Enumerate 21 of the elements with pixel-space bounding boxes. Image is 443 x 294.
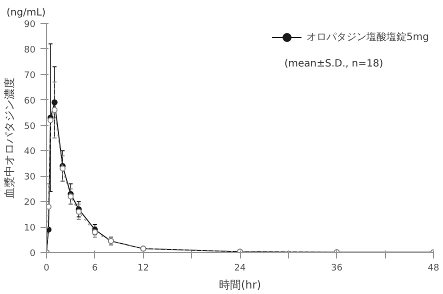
legend-label: オロパタジン塩酸塩錠5mg	[306, 31, 429, 44]
x-tick-label: 24	[234, 264, 246, 274]
y-tick-label: 60	[24, 96, 36, 106]
y-tick-label: 40	[24, 147, 36, 158]
y-tick-label: 70	[24, 70, 36, 81]
y-tick-label: 10	[24, 224, 36, 234]
x-axis-title: 時間(hr)	[218, 278, 262, 292]
text: (ng/mL)	[6, 8, 46, 18]
x-tick-label: 36	[331, 264, 343, 274]
y-tick-label: 90	[24, 20, 36, 30]
x-tick-label: 6	[92, 264, 98, 274]
y-tick-label: 80	[24, 45, 36, 56]
x-tick-label: 12	[138, 264, 149, 274]
y-tick-label: 0	[30, 249, 36, 259]
y-tick-label: 50	[24, 122, 36, 132]
y-axis-title: 血漿中オロパタジン濃度	[3, 78, 16, 198]
x-tick-label: 0	[44, 264, 50, 274]
annotation: (mean±S.D., n=18)	[284, 58, 384, 70]
y-tick-label: 30	[24, 172, 36, 183]
x-tick-label: 48	[428, 264, 440, 274]
y-tick-label: 20	[24, 198, 36, 208]
